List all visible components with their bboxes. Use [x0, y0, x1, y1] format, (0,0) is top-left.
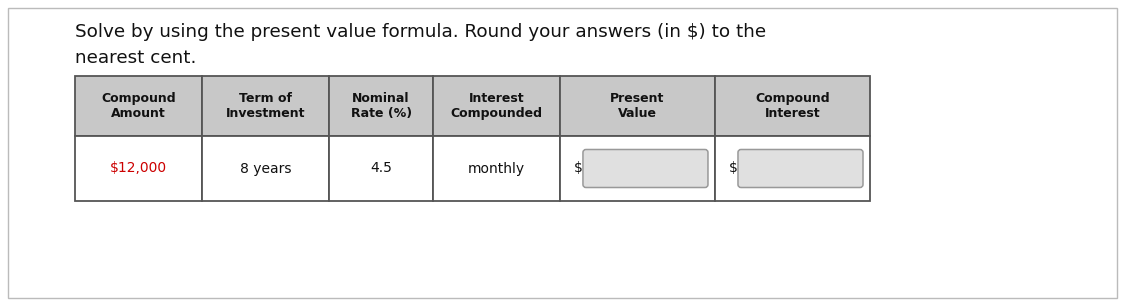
Bar: [560, 76, 716, 136]
Bar: [202, 76, 330, 136]
Bar: [75, 76, 202, 136]
FancyBboxPatch shape: [583, 150, 708, 188]
Bar: [433, 76, 560, 136]
Text: Compound
Interest: Compound Interest: [755, 92, 830, 120]
Bar: [716, 136, 870, 201]
Text: monthly: monthly: [468, 162, 525, 176]
Bar: [330, 136, 433, 201]
Text: nearest cent.: nearest cent.: [75, 49, 197, 67]
Text: Interest
Compounded: Interest Compounded: [450, 92, 542, 120]
Text: Nominal
Rate (%): Nominal Rate (%): [351, 92, 412, 120]
Bar: [75, 136, 202, 201]
Text: Solve by using the present value formula. Round your answers (in $) to the: Solve by using the present value formula…: [75, 23, 766, 41]
Text: Term of
Investment: Term of Investment: [226, 92, 306, 120]
Bar: [433, 136, 560, 201]
Text: $12,000: $12,000: [110, 162, 168, 176]
Text: 8 years: 8 years: [240, 162, 291, 176]
Text: $: $: [729, 162, 738, 176]
Text: 4.5: 4.5: [370, 162, 391, 176]
Bar: [716, 76, 870, 136]
Text: Present
Value: Present Value: [610, 92, 665, 120]
Text: Compound
Amount: Compound Amount: [101, 92, 176, 120]
Bar: [330, 76, 433, 136]
Text: $: $: [574, 162, 583, 176]
FancyBboxPatch shape: [738, 150, 863, 188]
Bar: [202, 136, 330, 201]
Bar: [560, 136, 716, 201]
